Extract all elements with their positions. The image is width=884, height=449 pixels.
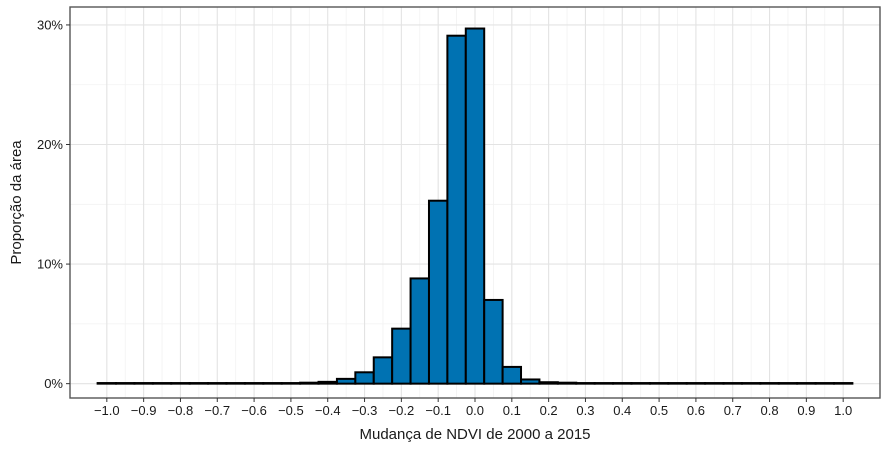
x-tick-label: 0.6 [687, 403, 705, 418]
y-tick-label: 30% [37, 17, 63, 32]
histogram-bar [704, 382, 725, 385]
x-tick-label: 0.2 [540, 403, 558, 418]
histogram-bar [96, 382, 118, 385]
x-tick-label: −0.8 [168, 403, 194, 418]
histogram-bar [722, 382, 743, 385]
histogram-bar [483, 298, 504, 385]
histogram-bar [299, 381, 320, 385]
histogram-bar [630, 382, 651, 385]
histogram-bar [207, 382, 228, 385]
histogram-bar [427, 199, 449, 385]
y-tick-label: 10% [37, 257, 63, 272]
x-tick-label: 0.9 [797, 403, 815, 418]
y-tick-label: 0% [44, 376, 63, 391]
x-tick-label: 0.5 [650, 403, 668, 418]
histogram-bar [832, 382, 854, 385]
histogram-bar [170, 382, 191, 385]
x-tick-label: −0.1 [425, 403, 451, 418]
histogram-bar [188, 382, 210, 385]
x-tick-label: −0.3 [352, 403, 378, 418]
x-tick-label: 0.7 [724, 403, 742, 418]
histogram-bar [501, 365, 523, 385]
bars [96, 27, 854, 385]
x-tick-label: 0.1 [503, 403, 521, 418]
histogram-bar [372, 356, 394, 385]
histogram-bar [814, 382, 835, 385]
histogram-bar [317, 380, 338, 385]
x-tick-label: −0.6 [241, 403, 267, 418]
histogram-bar [354, 371, 375, 385]
histogram-bar [777, 382, 799, 385]
x-tick-label: −0.5 [278, 403, 304, 418]
histogram-bar [520, 378, 541, 385]
x-tick-label: 0.4 [613, 403, 631, 418]
histogram-bar [612, 382, 633, 385]
histogram-bar [446, 34, 467, 385]
histogram-bar [262, 382, 283, 385]
x-axis: −1.0 −0.9 −0.8 −0.7 −0.6 −0.5 −0.4 −0.3 −0.2 −0.1… [94, 398, 852, 418]
histogram-bar [409, 277, 430, 385]
x-tick-label: −0.7 [204, 403, 230, 418]
histogram-bar [151, 382, 173, 385]
x-tick-label: 1.0 [834, 403, 852, 418]
x-tick-label: 0.8 [761, 403, 779, 418]
histogram-bar [667, 382, 688, 385]
histogram-bar [796, 382, 817, 385]
histogram-bar [685, 382, 707, 385]
histogram-bar [133, 382, 154, 385]
histogram-bar [464, 27, 486, 385]
histogram-bar [740, 382, 762, 385]
y-tick-label: 20% [37, 137, 63, 152]
y-axis: 0% 10% 20% 30% [37, 17, 70, 391]
y-axis-title: Proporção da área [8, 140, 25, 265]
x-tick-label: −1.0 [94, 403, 120, 418]
histogram-bar [115, 382, 136, 385]
histogram-bar [759, 382, 780, 385]
x-tick-label: 0.0 [466, 403, 484, 418]
x-tick-label: 0.3 [576, 403, 594, 418]
histogram-bar [335, 377, 357, 385]
histogram-bar [280, 382, 302, 385]
histogram-bar [593, 382, 615, 385]
histogram-bar [648, 382, 670, 385]
x-tick-label: −0.9 [131, 403, 157, 418]
histogram-bar [225, 382, 246, 385]
x-tick-label: −0.2 [389, 403, 415, 418]
x-tick-label: −0.4 [315, 403, 341, 418]
histogram-bar [556, 381, 578, 385]
histogram-bar [243, 382, 265, 385]
x-axis-title: Mudança de NDVI de 2000 a 2015 [360, 426, 591, 443]
histogram-bar [391, 327, 412, 385]
histogram-bar [575, 382, 596, 385]
histogram-bar [538, 381, 559, 385]
